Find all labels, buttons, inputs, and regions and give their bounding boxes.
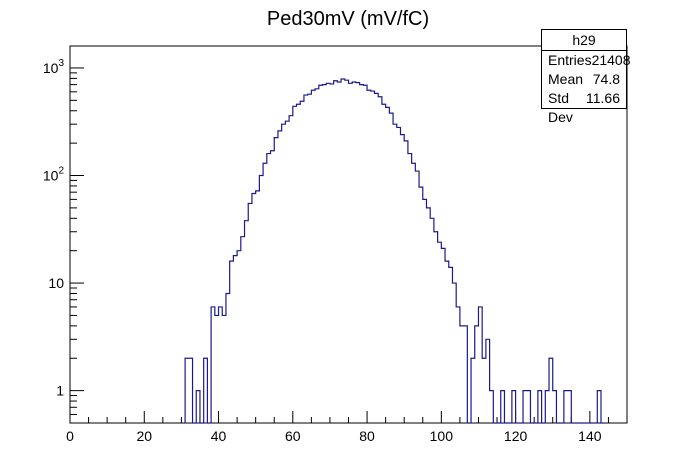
x-tick-label: 0 <box>66 428 74 444</box>
x-tick-label: 140 <box>578 428 602 444</box>
stats-row-mean: Mean 74.8 <box>542 70 626 89</box>
stats-row-stddev: Std Dev 11.66 <box>542 89 626 125</box>
y-tick-label: 1 <box>56 383 64 399</box>
x-tick-label: 120 <box>504 428 528 444</box>
stats-mean-label: Mean <box>548 71 584 87</box>
x-tick-label: 20 <box>136 428 152 444</box>
histogram-line <box>184 78 605 424</box>
y-tick-label: 102 <box>43 166 65 184</box>
stats-histogram-name: h29 <box>542 30 626 51</box>
stats-stddev-value: 11.66 <box>586 90 620 106</box>
stats-stddev-label: Std Dev <box>548 90 573 125</box>
x-tick-label: 60 <box>285 428 301 444</box>
chart-title: Ped30mV (mV/fC) <box>266 8 430 30</box>
x-tick-label: 100 <box>430 428 454 444</box>
stats-mean-value: 74.8 <box>592 71 620 87</box>
y-tick-label: 10 <box>48 275 64 291</box>
stats-entries-value: 21408 <box>591 52 631 68</box>
stats-box: h29 Entries 21408 Mean 74.8 Std Dev 11.6… <box>541 29 631 125</box>
x-tick-label: 40 <box>211 428 227 444</box>
stats-entries-label: Entries <box>548 52 592 68</box>
y-tick-label: 103 <box>43 58 65 76</box>
x-tick-label: 80 <box>359 428 375 444</box>
stats-row-entries: Entries 21408 <box>542 51 631 70</box>
